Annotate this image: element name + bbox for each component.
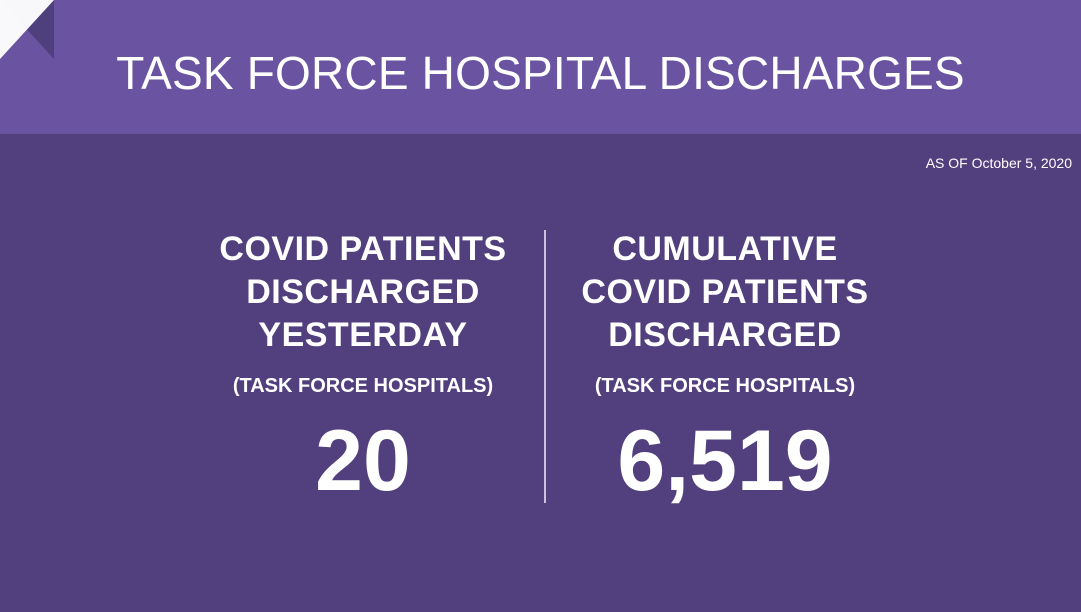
stat-subheading: (TASK FORCE HOSPITALS): [232, 375, 494, 397]
stat-heading: COVID PATIENTS DISCHARGED YESTERDAY: [190, 228, 536, 357]
stat-cumulative-discharged: CUMULATIVE COVID PATIENTS DISCHARGED (TA…: [555, 228, 895, 506]
page-fold-icon: [0, 0, 54, 59]
stat-heading: CUMULATIVE COVID PATIENTS DISCHARGED: [555, 228, 895, 357]
stat-value: 20: [315, 413, 411, 509]
stat-heading-line: CUMULATIVE: [612, 230, 838, 268]
stat-heading-line: DISCHARGED: [608, 316, 842, 354]
stat-value: 6,519: [617, 413, 833, 509]
divider: [544, 230, 546, 503]
stat-discharged-yesterday: COVID PATIENTS DISCHARGED YESTERDAY (TAS…: [190, 228, 536, 506]
page-title: TASK FORCE HOSPITAL DISCHARGES: [116, 47, 965, 99]
stat-heading-line: COVID PATIENTS: [219, 230, 507, 268]
stat-subheading: (TASK FORCE HOSPITALS): [594, 375, 856, 397]
as-of-date: AS OF October 5, 2020: [925, 155, 1072, 171]
header-banner: TASK FORCE HOSPITAL DISCHARGES: [0, 0, 1081, 134]
stat-heading-line: YESTERDAY: [258, 316, 468, 354]
stat-heading-line: COVID PATIENTS: [581, 273, 869, 311]
stat-heading-line: DISCHARGED: [246, 273, 480, 311]
